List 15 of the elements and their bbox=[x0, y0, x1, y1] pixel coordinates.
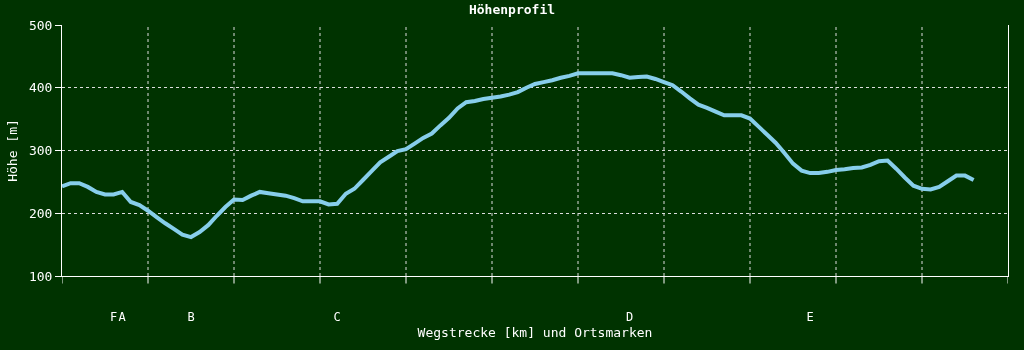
y-tick-label: 100 bbox=[28, 268, 53, 284]
x-tick-label: F bbox=[109, 310, 118, 325]
x-tick-label: A bbox=[118, 310, 127, 325]
x-tick-label: D bbox=[625, 310, 634, 325]
y-tick-label: 500 bbox=[28, 17, 53, 33]
y-axis-title: Höhe [m] bbox=[4, 119, 20, 182]
x-axis-title: Wegstrecke [km] und Ortsmarken bbox=[417, 325, 653, 340]
y-tick-label: 400 bbox=[28, 80, 53, 96]
y-tick-label: 200 bbox=[28, 205, 53, 221]
x-tick-label: C bbox=[333, 310, 341, 325]
y-tick-label: 300 bbox=[28, 143, 53, 159]
x-tick-label: B bbox=[187, 310, 195, 325]
chart-title: Höhenprofil bbox=[468, 2, 556, 18]
x-tick-label: E bbox=[806, 310, 814, 325]
line-series bbox=[62, 71, 976, 240]
